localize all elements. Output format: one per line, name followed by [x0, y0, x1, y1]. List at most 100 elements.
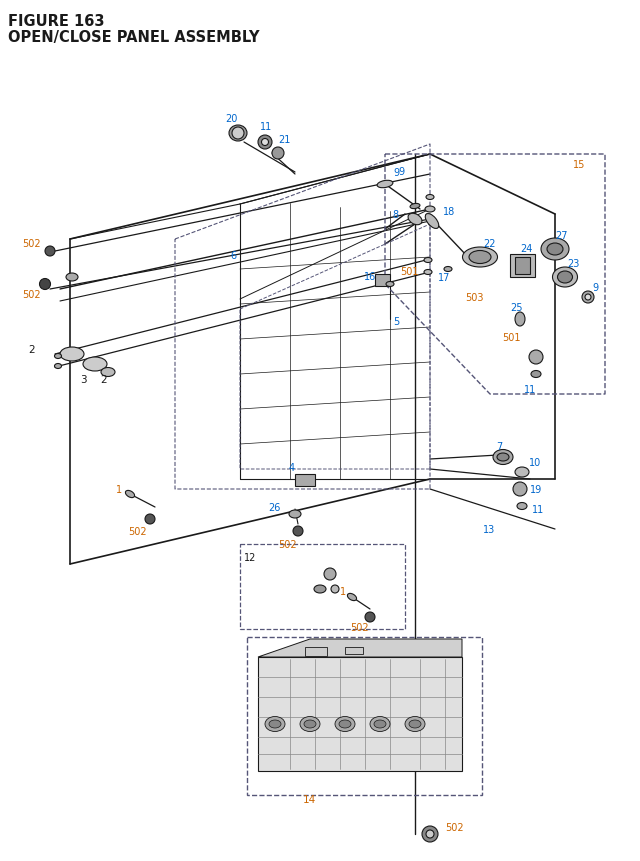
Ellipse shape [410, 204, 420, 209]
Text: 502: 502 [128, 526, 147, 536]
Text: 18: 18 [443, 207, 455, 217]
Circle shape [272, 148, 284, 160]
Ellipse shape [314, 585, 326, 593]
Ellipse shape [101, 368, 115, 377]
Ellipse shape [541, 238, 569, 261]
Text: 14: 14 [303, 794, 316, 804]
Text: 502: 502 [350, 623, 369, 632]
Text: 12: 12 [244, 553, 257, 562]
Circle shape [145, 514, 155, 524]
Ellipse shape [409, 720, 421, 728]
Ellipse shape [552, 268, 577, 288]
Text: 4: 4 [289, 462, 295, 473]
Text: 502: 502 [22, 238, 40, 249]
Ellipse shape [426, 195, 434, 201]
Ellipse shape [493, 450, 513, 465]
Ellipse shape [54, 364, 61, 369]
Text: 22: 22 [483, 238, 495, 249]
Ellipse shape [229, 126, 247, 142]
Text: 20: 20 [225, 114, 237, 124]
Ellipse shape [444, 267, 452, 272]
Bar [345, 647, 363, 654]
Text: 6: 6 [230, 251, 236, 261]
Circle shape [365, 612, 375, 623]
Bar [375, 275, 390, 287]
Ellipse shape [408, 214, 422, 226]
Circle shape [324, 568, 336, 580]
Ellipse shape [547, 244, 563, 256]
Text: 502: 502 [22, 289, 40, 300]
Ellipse shape [557, 272, 573, 283]
Text: 501: 501 [502, 332, 520, 343]
Text: 25: 25 [510, 303, 522, 313]
Ellipse shape [269, 720, 281, 728]
Bar [240, 544, 405, 629]
Ellipse shape [54, 354, 61, 359]
Text: 13: 13 [483, 524, 495, 535]
Ellipse shape [304, 720, 316, 728]
Text: 11: 11 [532, 505, 544, 514]
Ellipse shape [424, 270, 432, 276]
Polygon shape [515, 257, 530, 275]
Text: 7: 7 [496, 442, 502, 451]
Text: 501: 501 [400, 267, 419, 276]
Polygon shape [258, 657, 462, 771]
Text: 11: 11 [524, 385, 536, 394]
Text: 11: 11 [260, 122, 272, 132]
Text: 27: 27 [555, 231, 568, 241]
Ellipse shape [339, 720, 351, 728]
Ellipse shape [125, 491, 134, 498]
Text: 9: 9 [592, 282, 598, 293]
Ellipse shape [370, 716, 390, 732]
Ellipse shape [405, 716, 425, 732]
Ellipse shape [348, 594, 356, 601]
Polygon shape [510, 255, 535, 278]
Ellipse shape [377, 181, 393, 189]
Text: 1: 1 [116, 485, 122, 494]
Circle shape [293, 526, 303, 536]
Ellipse shape [497, 454, 509, 461]
Text: 2: 2 [28, 344, 35, 355]
Circle shape [45, 247, 55, 257]
Text: OPEN/CLOSE PANEL ASSEMBLY: OPEN/CLOSE PANEL ASSEMBLY [8, 30, 259, 45]
Ellipse shape [424, 258, 432, 263]
Ellipse shape [425, 207, 435, 213]
Text: 5: 5 [393, 317, 399, 326]
Circle shape [513, 482, 527, 497]
Ellipse shape [515, 468, 529, 478]
Text: 26: 26 [268, 503, 280, 512]
Text: 17: 17 [438, 273, 451, 282]
Ellipse shape [66, 274, 78, 282]
Ellipse shape [517, 503, 527, 510]
Circle shape [529, 350, 543, 364]
Circle shape [426, 830, 434, 838]
Text: 9: 9 [393, 168, 399, 177]
Text: 23: 23 [567, 258, 579, 269]
Ellipse shape [300, 716, 320, 732]
Text: 3: 3 [80, 375, 86, 385]
Circle shape [258, 136, 272, 150]
Text: 503: 503 [465, 293, 483, 303]
Circle shape [422, 826, 438, 842]
Text: 24: 24 [520, 244, 532, 254]
Bar [295, 474, 315, 486]
Text: 21: 21 [278, 135, 291, 145]
Circle shape [232, 127, 244, 139]
Ellipse shape [469, 251, 491, 264]
Text: 10: 10 [529, 457, 541, 468]
Ellipse shape [463, 248, 497, 268]
Ellipse shape [531, 371, 541, 378]
Ellipse shape [425, 214, 439, 229]
Ellipse shape [60, 348, 84, 362]
Circle shape [40, 279, 51, 290]
Text: 15: 15 [573, 160, 586, 170]
Text: 16: 16 [364, 272, 376, 282]
Circle shape [585, 294, 591, 300]
Ellipse shape [335, 716, 355, 732]
Circle shape [331, 585, 339, 593]
Bar [305, 647, 327, 656]
Bar [247, 637, 482, 795]
Text: 19: 19 [530, 485, 542, 494]
Ellipse shape [289, 511, 301, 518]
Ellipse shape [515, 313, 525, 326]
